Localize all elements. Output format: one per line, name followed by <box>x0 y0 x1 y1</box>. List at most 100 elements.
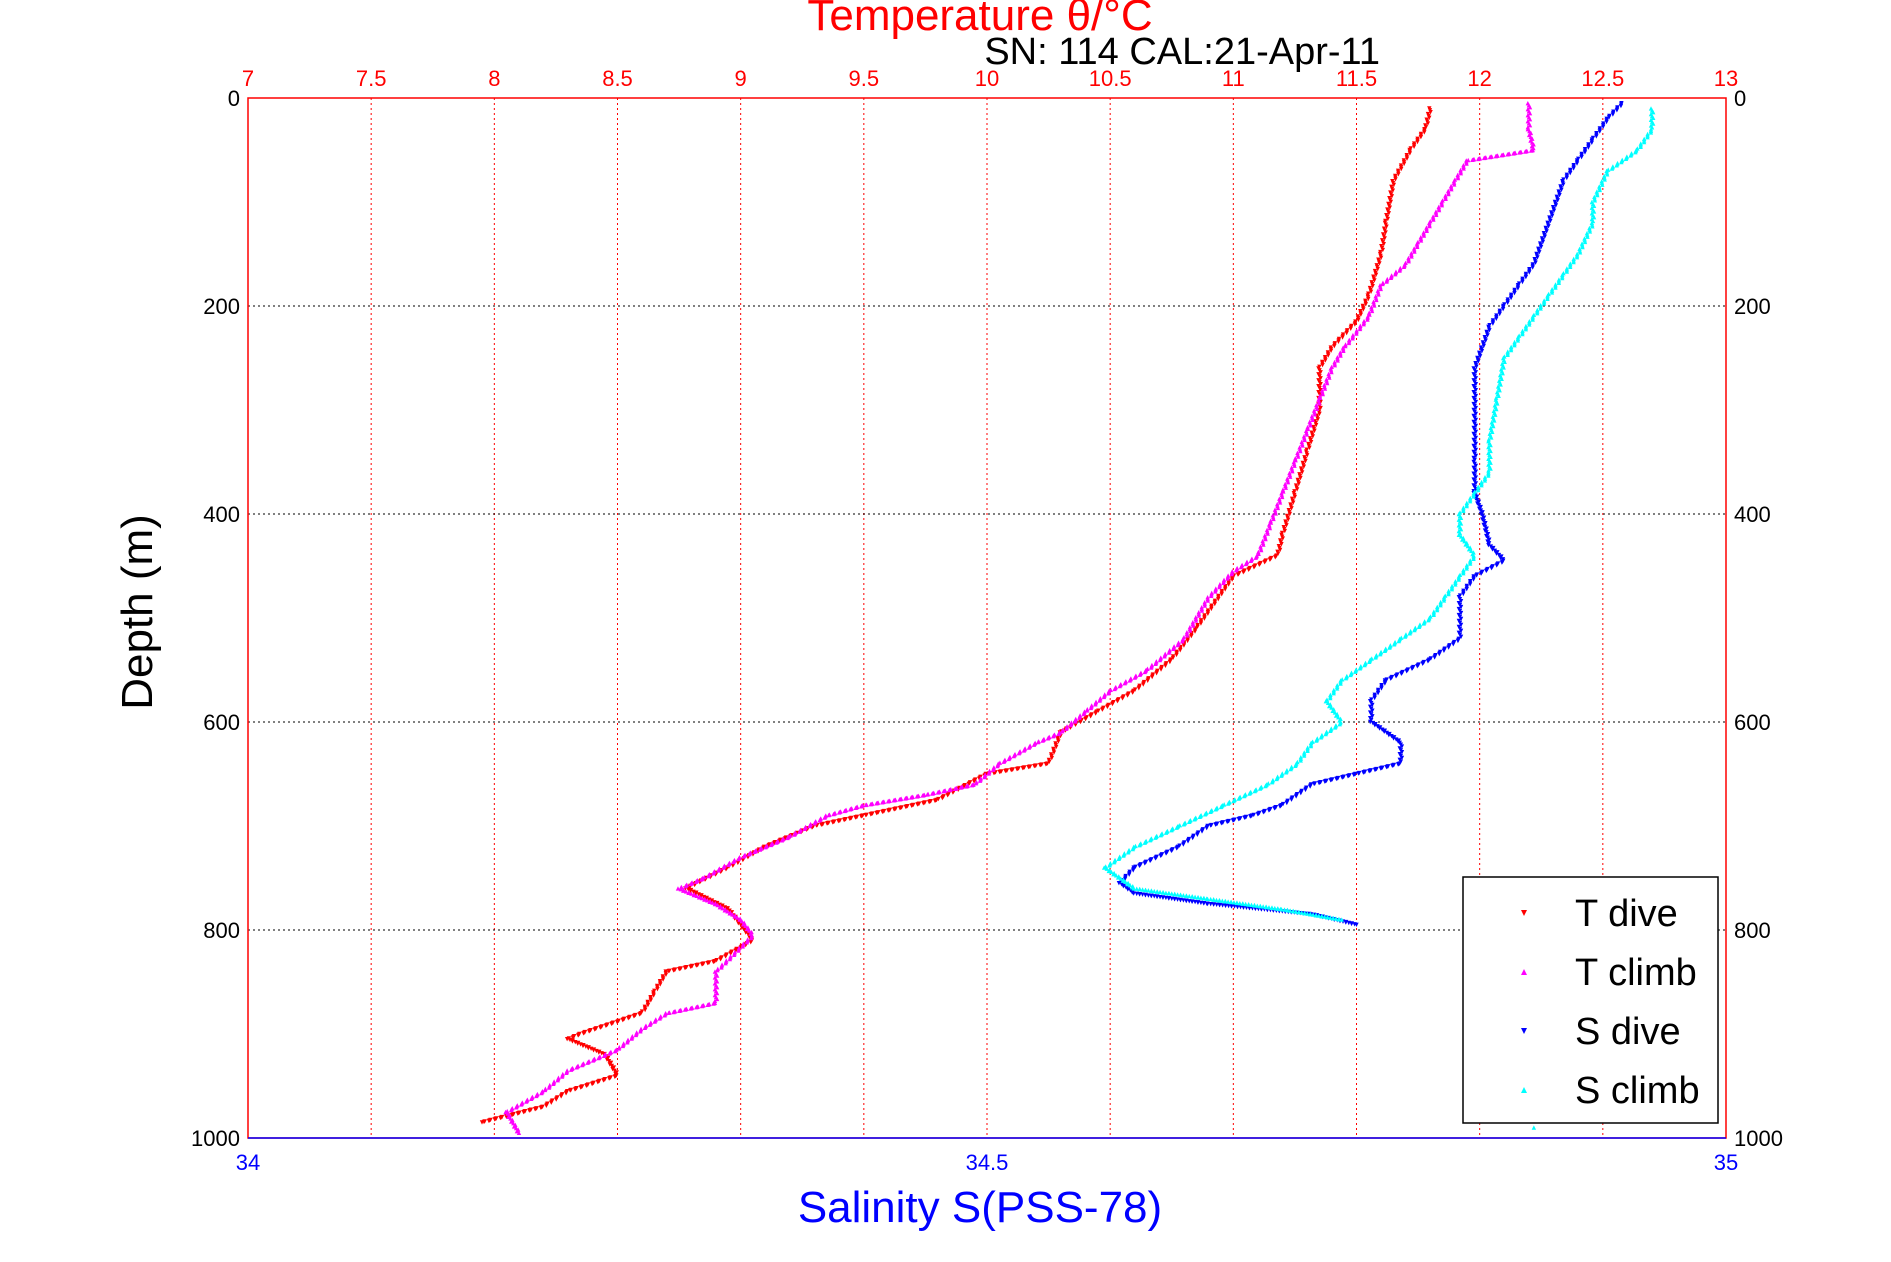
data-point <box>1496 393 1501 399</box>
data-point <box>1473 399 1479 405</box>
data-point <box>737 917 742 922</box>
data-point <box>1494 316 1499 321</box>
depth-tick-label-left: 800 <box>203 918 240 943</box>
data-point <box>1280 494 1285 500</box>
data-point <box>1243 901 1248 907</box>
data-point <box>1343 343 1348 349</box>
data-point <box>1486 543 1491 548</box>
data-point <box>610 1067 615 1072</box>
data-point <box>683 889 689 894</box>
data-point <box>1208 823 1213 828</box>
data-point <box>479 1120 485 1125</box>
data-point <box>1505 352 1510 357</box>
data-point <box>601 1053 607 1058</box>
data-point <box>1292 463 1297 468</box>
data-point <box>1274 776 1279 782</box>
data-point <box>1436 207 1442 213</box>
data-point <box>743 923 748 929</box>
data-point <box>1195 900 1201 905</box>
data-point <box>1545 296 1550 301</box>
data-point <box>1594 191 1600 196</box>
data-point <box>1614 163 1619 168</box>
data-point <box>1431 612 1436 617</box>
data-point <box>1111 859 1117 865</box>
data-point <box>1318 405 1323 411</box>
data-point <box>1421 621 1426 626</box>
data-point <box>732 914 737 919</box>
data-point <box>1574 161 1580 166</box>
data-point <box>1471 556 1476 561</box>
data-point <box>1219 821 1224 826</box>
data-point <box>1399 750 1405 755</box>
data-point <box>601 1078 606 1083</box>
data-point <box>677 967 682 972</box>
data-point <box>1211 902 1216 907</box>
data-point <box>699 895 705 901</box>
data-point <box>513 1125 519 1131</box>
data-point <box>1308 439 1314 445</box>
data-point <box>1115 875 1121 880</box>
data-point <box>1476 156 1481 162</box>
data-point <box>1467 561 1473 566</box>
data-point <box>1320 391 1326 397</box>
data-point <box>1248 558 1254 563</box>
data-point <box>1158 853 1163 859</box>
data-point <box>715 968 720 973</box>
data-point <box>1277 500 1283 505</box>
data-point <box>1160 895 1166 900</box>
data-point <box>1500 370 1505 376</box>
data-point <box>1307 445 1312 451</box>
data-point <box>1557 192 1562 198</box>
data-point <box>1257 903 1263 909</box>
data-point <box>1399 166 1404 172</box>
data-point <box>1008 767 1014 773</box>
data-point <box>1390 763 1395 769</box>
data-point <box>558 1094 564 1099</box>
data-point <box>1205 598 1211 603</box>
data-point <box>1343 920 1348 925</box>
data-point <box>1530 265 1535 270</box>
data-point <box>903 804 908 810</box>
data-point <box>1298 448 1303 454</box>
data-point <box>1606 115 1612 120</box>
data-point <box>578 1085 583 1090</box>
data-point <box>1131 886 1136 891</box>
data-point <box>492 1117 497 1122</box>
data-point <box>688 1006 693 1011</box>
data-point <box>1470 157 1475 162</box>
data-point <box>596 1055 601 1061</box>
data-point <box>1037 763 1043 768</box>
data-point <box>1458 622 1464 628</box>
data-point <box>1229 571 1234 577</box>
data-point <box>486 1118 492 1124</box>
data-point <box>792 832 797 837</box>
data-point <box>1527 322 1532 327</box>
data-point <box>1533 260 1538 265</box>
data-point <box>1376 292 1381 297</box>
data-point <box>516 1130 522 1135</box>
data-point <box>648 998 654 1003</box>
data-point <box>739 925 745 931</box>
data-point <box>1032 764 1037 769</box>
data-point <box>1031 742 1037 747</box>
data-point <box>1464 566 1469 571</box>
data-point <box>1236 796 1241 801</box>
data-point <box>1388 676 1393 681</box>
data-point <box>1555 198 1560 203</box>
data-point <box>1285 517 1291 522</box>
data-point <box>1508 347 1514 353</box>
data-point <box>1322 914 1327 919</box>
data-point <box>1361 770 1366 775</box>
data-point <box>1577 246 1582 251</box>
data-point <box>1493 395 1499 400</box>
data-point <box>1296 481 1302 486</box>
data-point <box>1476 359 1481 364</box>
data-point <box>831 811 836 817</box>
data-point <box>1154 889 1160 894</box>
data-point <box>1354 331 1359 336</box>
data-point <box>730 863 736 868</box>
series-s-dive <box>1116 101 1624 927</box>
data-point <box>1259 547 1264 553</box>
data-point <box>1341 348 1346 353</box>
data-point <box>990 767 996 772</box>
